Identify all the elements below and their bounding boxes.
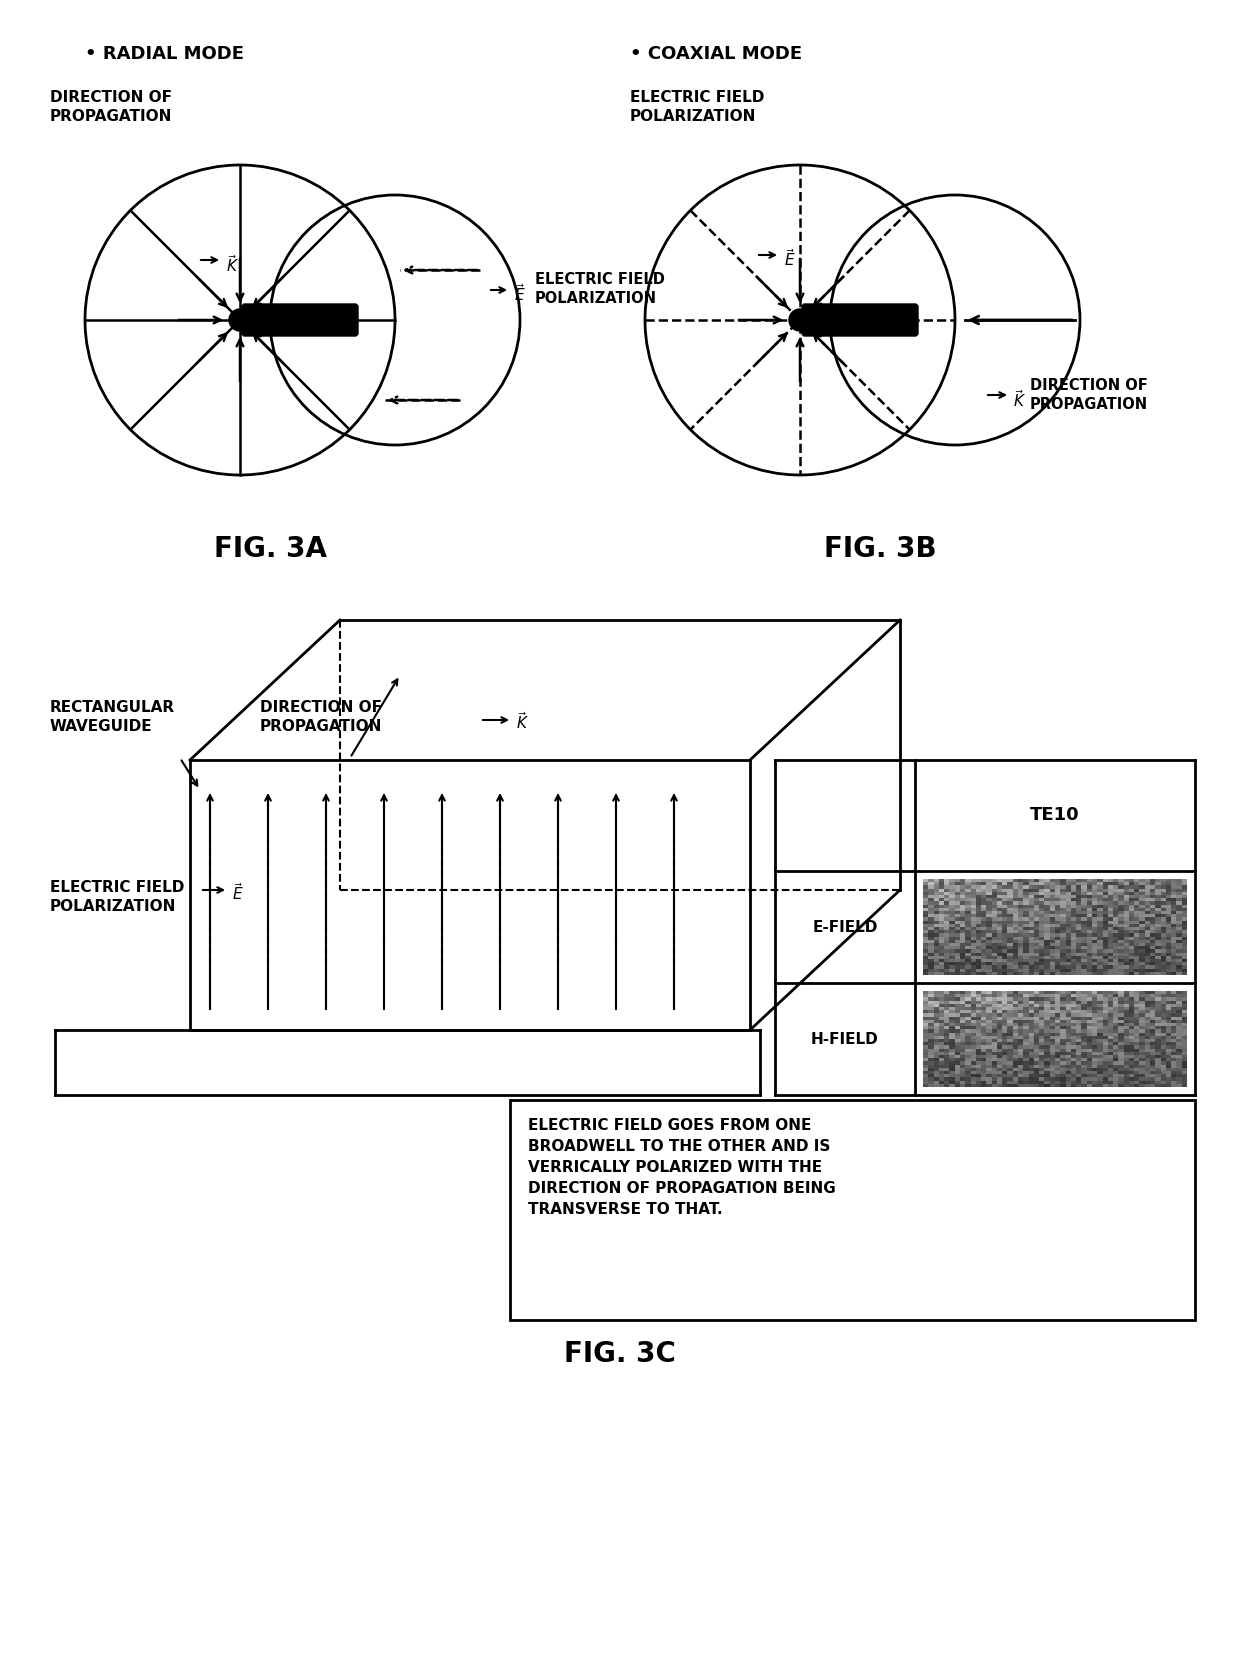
Text: E-FIELD: E-FIELD xyxy=(812,920,878,935)
Text: FIG. 3A: FIG. 3A xyxy=(213,535,326,563)
Text: $\vec{K}$: $\vec{K}$ xyxy=(1013,389,1025,411)
Text: • RADIAL MODE: • RADIAL MODE xyxy=(86,45,244,63)
Text: FIG. 3B: FIG. 3B xyxy=(823,535,936,563)
Text: H-FIELD: H-FIELD xyxy=(811,1032,879,1047)
Text: $\vec{E}$: $\vec{E}$ xyxy=(232,883,243,903)
Text: • COAXIAL MODE: • COAXIAL MODE xyxy=(630,45,802,63)
Text: ELECTRIC FIELD GOES FROM ONE
BROADWELL TO THE OTHER AND IS
VERRICALLY POLARIZED : ELECTRIC FIELD GOES FROM ONE BROADWELL T… xyxy=(528,1118,836,1216)
Text: $\vec{K}$: $\vec{K}$ xyxy=(516,711,529,732)
Text: DIRECTION OF
PROPAGATION: DIRECTION OF PROPAGATION xyxy=(50,89,172,124)
Text: $\vec{E}$: $\vec{E}$ xyxy=(784,249,796,270)
Text: RECTANGULAR
WAVEGUIDE: RECTANGULAR WAVEGUIDE xyxy=(50,699,175,734)
Text: DIRECTION OF
PROPAGATION: DIRECTION OF PROPAGATION xyxy=(260,699,382,734)
Text: DIRECTION OF
PROPAGATION: DIRECTION OF PROPAGATION xyxy=(1030,378,1148,411)
Text: ELECTRIC FIELD
POLARIZATION: ELECTRIC FIELD POLARIZATION xyxy=(50,880,185,913)
Circle shape xyxy=(229,308,250,331)
FancyBboxPatch shape xyxy=(242,303,358,336)
Text: ELECTRIC FIELD
POLARIZATION: ELECTRIC FIELD POLARIZATION xyxy=(630,89,764,124)
Circle shape xyxy=(789,308,811,331)
Text: TE10: TE10 xyxy=(1030,805,1080,824)
Text: $\vec{K}$: $\vec{K}$ xyxy=(226,255,239,275)
Bar xyxy=(510,1100,1195,1321)
Text: $\vec{E}$: $\vec{E}$ xyxy=(515,283,526,305)
FancyBboxPatch shape xyxy=(802,303,918,336)
Text: ELECTRIC FIELD
POLARIZATION: ELECTRIC FIELD POLARIZATION xyxy=(534,272,665,305)
Text: FIG. 3C: FIG. 3C xyxy=(564,1341,676,1369)
